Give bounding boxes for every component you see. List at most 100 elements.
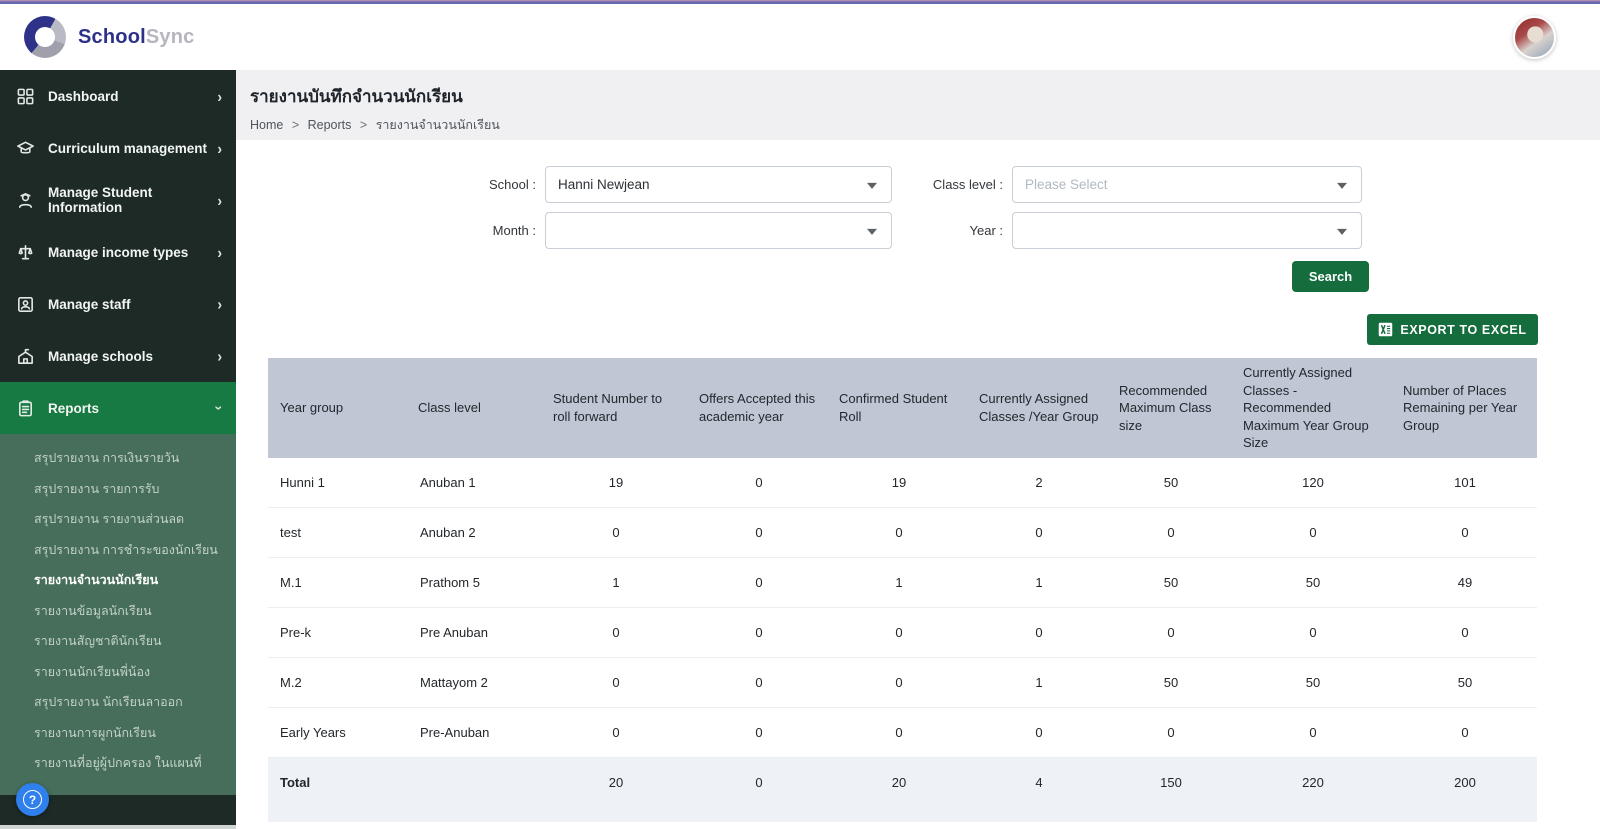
table-cell: 0 <box>1167 725 1175 741</box>
table-cell: 0 <box>1461 725 1469 741</box>
table-cell: 0 <box>895 675 903 691</box>
app-logo: SchoolSync <box>24 16 194 58</box>
submenu-item[interactable]: รายงานสัญชาตินักเรียน <box>34 634 162 649</box>
table-cell: 0 <box>1461 625 1469 641</box>
help-button[interactable]: ? <box>16 783 49 816</box>
table-cell: 0 <box>755 474 763 490</box>
total-label-cell: Total <box>280 775 311 791</box>
year-field: Year : <box>902 212 1362 249</box>
breadcrumb-home[interactable]: Home <box>250 118 284 132</box>
topbar: SchoolSync <box>0 4 1600 70</box>
table-cell: M.2 <box>280 675 302 691</box>
sidebar-item-curriculum-management[interactable]: Curriculum management › <box>0 122 236 174</box>
class-level-label: Class level : <box>932 177 1003 192</box>
table-cell: 50 <box>1305 675 1321 691</box>
table-cell: 0 <box>1035 725 1043 741</box>
table-cell: 50 <box>1163 575 1179 591</box>
column-header: Student Number to roll forward <box>543 358 689 458</box>
export-to-excel-button[interactable]: EXPORT TO EXCEL <box>1367 314 1538 345</box>
table-row: Pre-k Pre Anuban 0 0 0 0 0 0 0 <box>268 607 1537 658</box>
table-row: M.1 Prathom 5 1 0 1 1 50 50 49 <box>268 557 1537 608</box>
sidebar-item-label: Manage income types <box>48 244 189 260</box>
sidebar-item-manage-staff[interactable]: Manage staff › <box>0 278 236 330</box>
year-select[interactable] <box>1012 212 1362 249</box>
table-cell: 0 <box>612 625 620 641</box>
reports-submenu: สรุปรายงาน การเงินรายวันสรุปรายงาน รายกา… <box>0 434 236 795</box>
search-button[interactable]: Search <box>1292 261 1369 292</box>
table-cell: Anuban 2 <box>420 525 476 541</box>
year-label: Year : <box>969 223 1004 238</box>
dropdown-arrow-icon <box>867 228 877 235</box>
table-cell: 50 <box>1163 675 1179 691</box>
table-cell: Hunni 1 <box>280 474 325 490</box>
staff-badge-icon <box>16 295 35 314</box>
sidebar-item-label: Manage staff <box>48 296 131 312</box>
submenu-item[interactable]: สรุปรายงาน การชำระของนักเรียน <box>34 542 218 557</box>
school-select[interactable]: Hanni Newjean <box>545 166 892 203</box>
total-value-cell <box>408 758 543 808</box>
sidebar-item-label: Reports <box>48 400 100 416</box>
table-cell: Pre Anuban <box>420 625 488 641</box>
submenu-item[interactable]: สรุปรายงาน รายงานส่วนลด <box>34 512 185 527</box>
submenu-item[interactable]: รายงานการผูกนักเรียน <box>34 725 156 740</box>
school-building-icon <box>16 347 35 366</box>
table-cell: 0 <box>1167 525 1175 541</box>
school-label: School : <box>489 177 536 192</box>
submenu-item[interactable]: รายงานจำนวนนักเรียน <box>34 573 159 588</box>
table-body: Hunni 1 Anuban 1 19 0 19 2 50 120 101 test Anuban … <box>268 457 1537 758</box>
table-cell: 19 <box>891 474 907 490</box>
column-header: Year group <box>268 358 408 458</box>
submenu-item[interactable]: สรุปรายงาน นักเรียนลาออก <box>34 695 183 710</box>
sidebar-item-manage-student-information[interactable]: Manage Student Information › <box>0 174 236 226</box>
table-row: Early Years Pre-Anuban 0 0 0 0 0 0 0 <box>268 707 1537 758</box>
submenu-item[interactable]: รายงานนักเรียนพี่น้อง <box>34 664 151 679</box>
table-cell: 2 <box>1035 474 1043 490</box>
submenu-item[interactable]: รายงานที่อยู่ผู้ปกครอง ในแผนที่ <box>34 756 202 771</box>
table-total-row: Total 20 0 20 4 150 220 200 <box>268 757 1537 808</box>
submenu-item[interactable]: สรุปรายงาน การเงินรายวัน <box>34 451 180 466</box>
dashboard-icon <box>16 87 35 106</box>
column-header: Class level <box>408 358 543 458</box>
table-cell: 49 <box>1457 575 1473 591</box>
column-header: Offers Accepted this academic year <box>689 358 829 458</box>
sidebar-item-label: Manage schools <box>48 348 154 364</box>
total-value-cell: 0 <box>755 775 763 791</box>
sidebar-item-reports[interactable]: Reports › <box>0 382 236 434</box>
column-header: Currently Assigned Classes /Year Group <box>969 358 1109 458</box>
breadcrumb-reports[interactable]: Reports <box>307 118 352 132</box>
class-level-placeholder: Please Select <box>1025 177 1108 192</box>
student-icon <box>16 191 35 210</box>
column-header: Confirmed Student Roll <box>829 358 969 458</box>
report-clipboard-icon <box>16 399 35 418</box>
sidebar: Dashboard › Curriculum management › Mana… <box>0 70 236 829</box>
table-row: Hunni 1 Anuban 1 19 0 19 2 50 120 101 <box>268 457 1537 508</box>
total-value-cell: 220 <box>1302 775 1324 791</box>
table-cell: 0 <box>1309 725 1317 741</box>
user-avatar[interactable] <box>1513 16 1556 59</box>
sidebar-item-manage-income-types[interactable]: Manage income types › <box>0 226 236 278</box>
month-label: Month : <box>492 223 536 238</box>
table-cell: 0 <box>755 625 763 641</box>
table-row: test Anuban 2 0 0 0 0 0 0 0 <box>268 507 1537 558</box>
sidebar-item-manage-schools[interactable]: Manage schools › <box>0 330 236 382</box>
month-select[interactable] <box>545 212 892 249</box>
table-cell: 1 <box>895 575 903 591</box>
table-cell: 0 <box>755 575 763 591</box>
total-value-cell: 20 <box>608 775 624 791</box>
chevron-right-icon: › <box>217 190 222 210</box>
main-content: รายงานบันทึกจำนวนนักเรียน Home > Reports… <box>236 70 1600 829</box>
table-cell: 0 <box>755 525 763 541</box>
breadcrumb-separator: > <box>291 118 300 132</box>
table-cell: Pre-k <box>280 625 312 641</box>
submenu-item[interactable]: สรุปรายงาน รายการรับ <box>34 481 160 496</box>
table-cell: 120 <box>1302 474 1324 490</box>
class-level-select[interactable]: Please Select <box>1012 166 1362 203</box>
table-cell: 0 <box>895 725 903 741</box>
app-name-secondary: Sync <box>145 25 195 48</box>
submenu-item[interactable]: รายงานข้อมูลนักเรียน <box>34 603 152 618</box>
total-value-cell: 4 <box>1035 775 1043 791</box>
page-header: รายงานบันทึกจำนวนนักเรียน Home > Reports… <box>236 70 1600 140</box>
table-cell: Pre-Anuban <box>420 725 490 741</box>
sidebar-item-label: Manage Student Information <box>48 185 153 215</box>
sidebar-item-dashboard[interactable]: Dashboard › <box>0 70 236 122</box>
